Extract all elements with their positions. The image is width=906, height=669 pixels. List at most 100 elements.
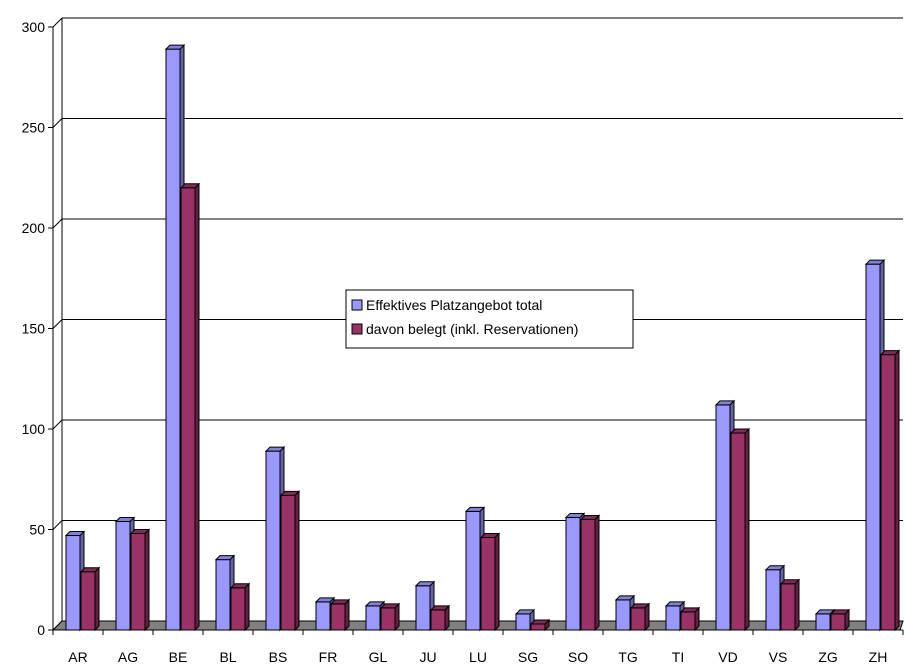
bar-side [744, 427, 750, 632]
bar-front [265, 450, 281, 631]
x-tick-label: TG [618, 649, 637, 665]
x-tick-label: GL [369, 649, 388, 665]
bar-front [230, 587, 246, 631]
bar-top [614, 595, 636, 601]
x-tick-labels: AR AG BE BL BS FR GL JU LU SG SO TG TI VD VS ZG ZH [68, 649, 887, 665]
bar [329, 598, 351, 632]
bar-top [164, 44, 186, 50]
gridlines [52, 17, 903, 631]
bar-front [580, 518, 596, 631]
y-tick-label: 200 [22, 220, 46, 236]
bar-top [364, 601, 386, 607]
bar-front [65, 535, 81, 631]
bar-side [794, 578, 800, 632]
bar [179, 182, 201, 632]
bar-front [380, 607, 396, 631]
bar-top [129, 529, 151, 535]
bar-front [530, 623, 546, 631]
bar-side [194, 182, 200, 632]
x-tick-label: BL [219, 649, 236, 665]
bar-top [379, 603, 401, 609]
bar-front [815, 613, 831, 631]
y-tick-label: 150 [22, 321, 46, 337]
bar-top [679, 607, 701, 613]
bar-side [294, 490, 300, 632]
bar [879, 349, 901, 632]
gridline-diagonal [52, 218, 63, 229]
y-tick-label: 0 [37, 622, 45, 638]
x-tick-label: LU [469, 649, 487, 665]
legend-swatch [351, 323, 363, 335]
bar-front [865, 263, 881, 631]
bar-front [765, 569, 781, 631]
x-tick-label: VD [718, 649, 737, 665]
bar-top [864, 259, 886, 265]
bar-top [314, 597, 336, 603]
bar-front [830, 613, 846, 631]
bar-top [114, 516, 136, 522]
axes [48, 26, 904, 635]
bar-top [229, 583, 251, 589]
bar-side [244, 582, 250, 632]
bar-front [680, 611, 696, 631]
bar-front [215, 559, 231, 631]
bar [229, 582, 251, 632]
bar-top [729, 428, 751, 434]
bar-front [630, 607, 646, 631]
x-tick-label: ZH [869, 649, 888, 665]
bar-front [730, 432, 746, 631]
bar [679, 606, 701, 632]
bar-top [829, 609, 851, 615]
bar [829, 608, 851, 632]
bar-front [465, 510, 481, 631]
x-tick-label: BS [269, 649, 288, 665]
legend-box [345, 289, 634, 349]
bar [129, 528, 151, 632]
x-tick-label: TI [672, 649, 684, 665]
bar [79, 566, 101, 632]
bar-front [780, 583, 796, 631]
bar-side [144, 528, 150, 632]
bar-front [715, 404, 731, 631]
legend: Effektives Platzangebot total davon beleg… [345, 289, 634, 349]
bar-top [64, 531, 86, 537]
bar [529, 618, 551, 632]
bar-top [429, 605, 451, 611]
bar-front [565, 516, 581, 631]
bar-front [80, 571, 96, 631]
x-tick-label: VS [769, 649, 788, 665]
bar-top [664, 601, 686, 607]
bar-front [615, 599, 631, 631]
y-tick-labels: 0 50 100 150 200 250 300 [22, 19, 46, 638]
bar-top [214, 555, 236, 561]
x-tick-label: BE [169, 649, 188, 665]
x-tick-label: AG [118, 649, 138, 665]
bar [429, 604, 451, 632]
bar-front [415, 585, 431, 631]
bars [64, 43, 901, 632]
x-tick-label: ZG [818, 649, 837, 665]
bar-front [165, 48, 181, 631]
bar-top [79, 567, 101, 573]
bar-top [479, 533, 501, 539]
bar-top [564, 512, 586, 518]
bar-top [329, 599, 351, 605]
x-tick-label: SG [518, 649, 538, 665]
legend-swatch [351, 299, 363, 311]
bar-front [280, 494, 296, 631]
y-tick-label: 250 [22, 120, 46, 136]
bar-front [330, 603, 346, 631]
bar-side [94, 566, 100, 632]
x-tick-label: JU [419, 649, 436, 665]
bar-top [714, 400, 736, 406]
bar-top [529, 619, 551, 625]
bar [779, 578, 801, 632]
bar-front [430, 609, 446, 631]
bar-front [180, 187, 196, 631]
bar-top [514, 609, 536, 615]
bar-front [115, 520, 131, 631]
y-tick-label: 50 [29, 522, 45, 538]
bar-front [515, 613, 531, 631]
gridline-diagonal [52, 319, 63, 329]
bar-top [579, 514, 601, 520]
